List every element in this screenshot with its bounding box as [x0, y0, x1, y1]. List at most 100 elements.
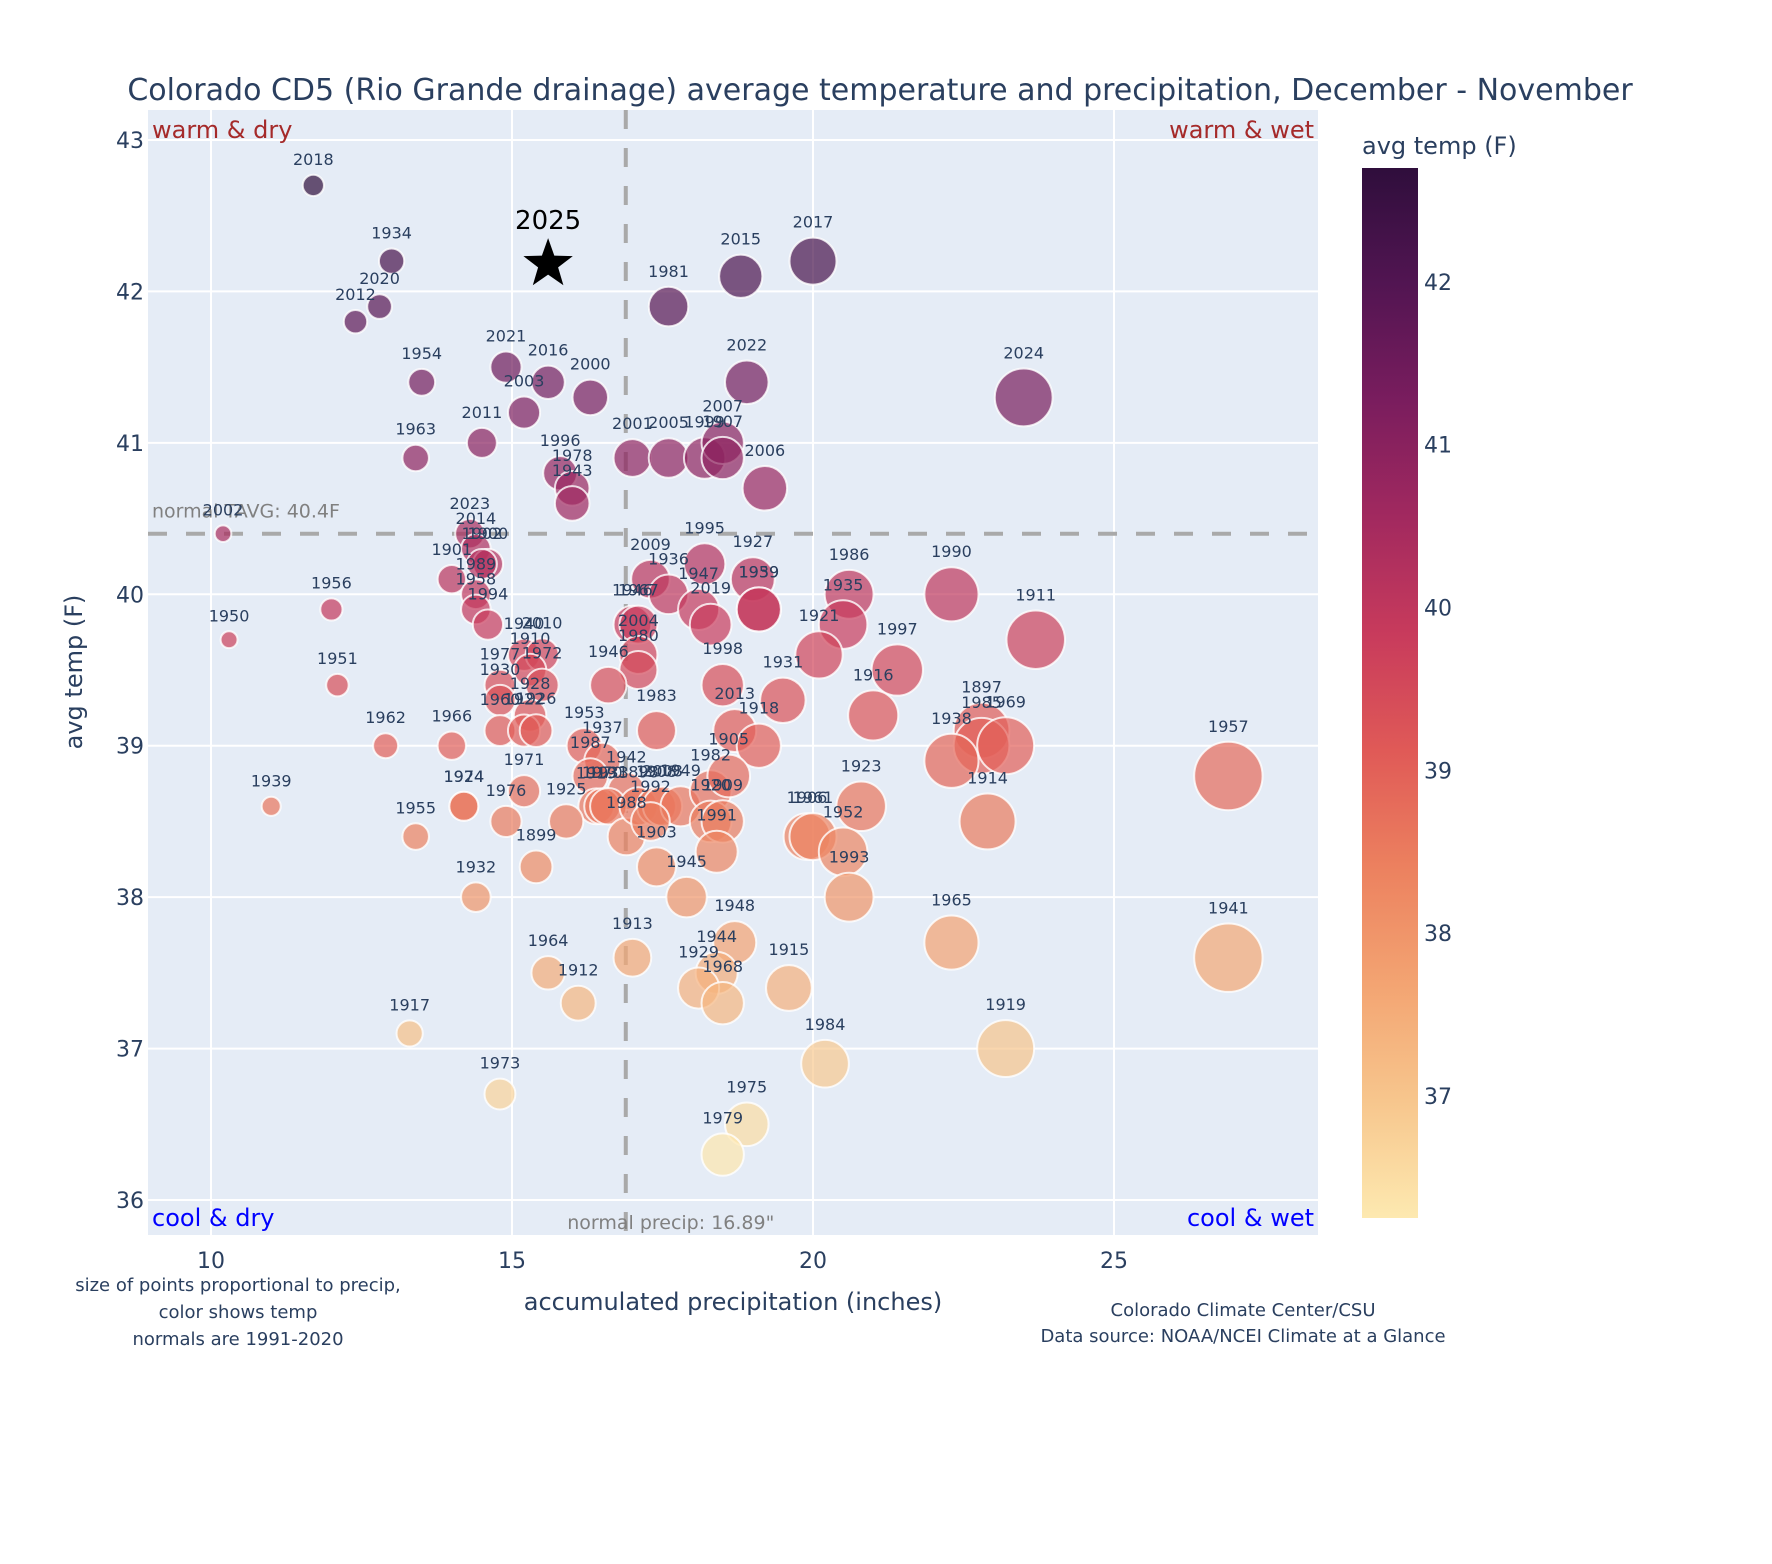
data-point	[765, 964, 813, 1012]
data-point	[788, 236, 838, 286]
data-point	[401, 822, 430, 851]
y-tick-label: 43	[116, 129, 144, 154]
colorbar-title: avg temp (F)	[1362, 132, 1517, 160]
point-label: 1913	[612, 914, 653, 933]
point-label: 1938	[931, 709, 972, 728]
star-icon	[523, 238, 573, 286]
data-point	[506, 774, 542, 809]
point-label: 1979	[702, 1108, 743, 1127]
data-point	[700, 980, 745, 1026]
point-label: 1944	[696, 927, 737, 946]
point-label: 1997	[877, 619, 918, 638]
data-point	[835, 780, 887, 833]
point-label: 1906	[787, 788, 828, 807]
y-tick-label: 39	[116, 735, 144, 760]
point-label: 1971	[504, 750, 545, 769]
data-point	[436, 563, 467, 595]
point-label: 1898	[618, 762, 659, 781]
point-label: 1965	[931, 891, 972, 910]
data-point	[636, 846, 677, 888]
point-label: 2006	[744, 441, 785, 460]
point-label: 1940	[504, 614, 545, 633]
data-point	[735, 586, 782, 633]
point-label: 1968	[702, 957, 743, 976]
point-label: 1901	[431, 540, 472, 559]
quadrant-label-warm-wet: warm & wet	[1169, 116, 1314, 144]
point-label: 1978	[552, 446, 593, 465]
point-label: 1972	[522, 644, 563, 663]
point-label: 1995	[684, 518, 725, 537]
data-point	[682, 542, 727, 586]
point-label: 2004	[618, 611, 659, 630]
colorbar	[1362, 168, 1418, 1218]
data-point	[700, 1132, 745, 1177]
point-label: 1921	[799, 606, 840, 625]
point-label: 1903	[636, 822, 677, 841]
point-label: 1956	[311, 573, 352, 592]
y-tick-label: 38	[116, 886, 144, 911]
point-label: 1902	[462, 524, 503, 543]
point-label: 2002	[203, 500, 244, 519]
point-label: 2000	[570, 355, 611, 374]
data-point	[372, 732, 400, 760]
point-label: 1959	[738, 562, 779, 581]
data-point	[301, 173, 325, 198]
data-point	[489, 804, 523, 839]
point-label: 1923	[841, 757, 882, 776]
point-label: 1953	[564, 703, 605, 722]
data-point	[718, 253, 764, 299]
point-label: 1917	[389, 995, 430, 1014]
data-point	[518, 849, 554, 885]
data-point	[993, 367, 1054, 428]
point-label: 1926	[516, 689, 557, 708]
data-point	[530, 364, 566, 400]
data-point	[377, 247, 406, 275]
data-point	[759, 676, 807, 725]
data-point	[694, 829, 739, 874]
data-point	[870, 643, 924, 697]
data-point	[800, 1038, 850, 1089]
point-label: 2022	[726, 335, 767, 354]
point-label: 2019	[690, 579, 731, 598]
quadrant-label-warm-dry: warm & dry	[152, 116, 292, 144]
point-label: 2010	[522, 613, 563, 632]
point-label: 1922	[504, 690, 545, 709]
point-label: 1897	[961, 678, 1002, 697]
data-point	[319, 597, 344, 622]
point-label: 1994	[468, 584, 509, 603]
data-point	[395, 1019, 424, 1048]
point-label: 1950	[209, 606, 250, 625]
point-label: 1939	[738, 562, 779, 581]
chart-title: Colorado CD5 (Rio Grande drainage) avera…	[127, 73, 1633, 108]
point-label: 1929	[678, 942, 719, 961]
credit-line: Colorado Climate Center/CSU	[1111, 1300, 1376, 1321]
point-label: 1987	[570, 733, 611, 752]
footnote-left: size of points proportional to precip, c…	[75, 1275, 401, 1350]
colorbar-tick-label: 38	[1424, 922, 1452, 947]
y-tick-label: 40	[116, 583, 144, 608]
point-label: 1999	[684, 412, 725, 431]
point-label: 1933	[588, 763, 629, 782]
point-label: 1975	[726, 1078, 767, 1097]
point-label: 2012	[335, 285, 376, 304]
point-label: 1928	[510, 674, 551, 693]
point-label: 1985	[961, 693, 1002, 712]
point-label: 2005	[648, 413, 689, 432]
point-label: 1899	[516, 825, 557, 844]
point-label: 2001	[612, 414, 653, 433]
credit-line: Data source: NOAA/NCEI Climate at a Glan…	[1040, 1326, 1445, 1347]
point-label: 2013	[714, 684, 755, 703]
data-point	[976, 1019, 1036, 1079]
point-label: 1935	[823, 575, 864, 594]
data-point	[553, 485, 591, 522]
data-point	[213, 524, 233, 544]
colorbar-tick-label: 39	[1424, 759, 1452, 784]
data-point	[506, 395, 542, 430]
colorbar-tick-label: 40	[1424, 597, 1452, 622]
point-label: 1943	[552, 461, 593, 480]
data-point	[847, 689, 900, 742]
data-point	[794, 630, 844, 680]
data-point	[723, 1101, 770, 1148]
